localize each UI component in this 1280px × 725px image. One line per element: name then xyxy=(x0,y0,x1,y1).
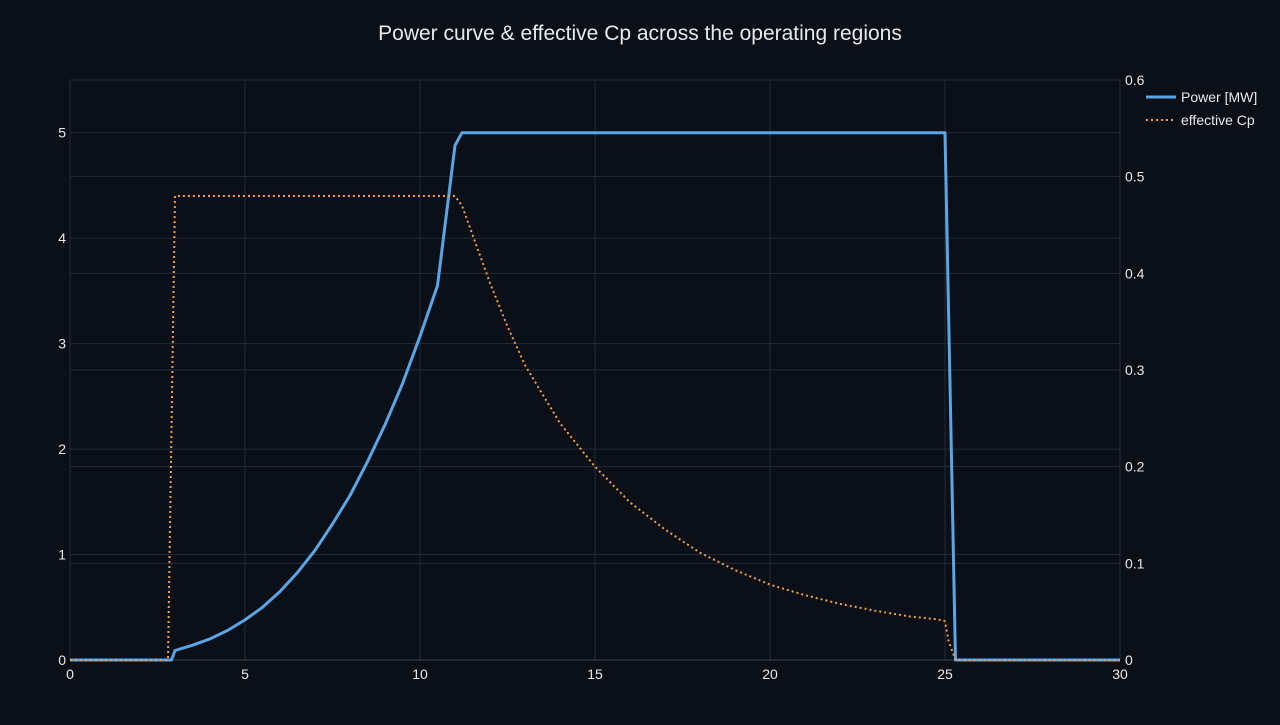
x-tick-label: 0 xyxy=(66,666,74,682)
legend-item-effective-cp[interactable]: effective Cp xyxy=(1146,112,1255,128)
series-layer xyxy=(70,131,1120,662)
y2-tick-label: 0.4 xyxy=(1125,265,1145,281)
chart-title: Power curve & effective Cp across the op… xyxy=(378,22,902,45)
x-tick-label: 10 xyxy=(412,666,428,682)
x-tick-label: 20 xyxy=(762,666,778,682)
legend-label: effective Cp xyxy=(1181,112,1255,128)
y-tick-label: 2 xyxy=(58,441,66,457)
x-tick-label: 30 xyxy=(1112,666,1128,682)
y2-tick-label: 0.1 xyxy=(1125,555,1145,571)
x-tick-label: 5 xyxy=(241,666,249,682)
y2-tick-label: 0.2 xyxy=(1125,459,1145,475)
y-tick-label: 1 xyxy=(58,547,66,563)
x-tick-label: 25 xyxy=(937,666,953,682)
legend-label: Power [MW] xyxy=(1181,89,1257,105)
y2-tick-label: 0.6 xyxy=(1125,72,1145,88)
y-tick-label: 3 xyxy=(58,336,66,352)
y2-tick-label: 0.3 xyxy=(1125,362,1145,378)
x-tick-label: 15 xyxy=(587,666,603,682)
y-tick-label: 4 xyxy=(58,230,66,246)
y2-tick-label: 0.5 xyxy=(1125,169,1145,185)
series-line-effective-cp xyxy=(70,195,1120,661)
legend-item-power-mw[interactable]: Power [MW] xyxy=(1146,89,1257,105)
y-tick-label: 5 xyxy=(58,125,66,141)
series-line-power-mw xyxy=(70,131,1120,662)
y-tick-label: 0 xyxy=(58,652,66,668)
legend[interactable]: Power [MW] effective Cp xyxy=(1146,89,1257,128)
y2-tick-label: 0 xyxy=(1125,652,1133,668)
